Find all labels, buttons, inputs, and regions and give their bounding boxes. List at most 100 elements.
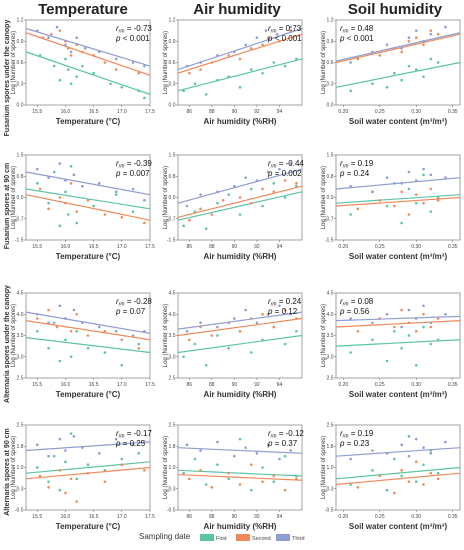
data-point bbox=[58, 224, 62, 228]
data-point bbox=[86, 463, 90, 466]
data-point bbox=[182, 89, 185, 93]
data-point bbox=[233, 317, 236, 320]
y-tick-label: 0.3 bbox=[327, 486, 334, 492]
data-point bbox=[75, 500, 79, 503]
series-second bbox=[335, 460, 461, 495]
stat-r: rrm = -0.73 bbox=[116, 24, 152, 35]
data-point bbox=[47, 321, 50, 325]
stat-p-value: 0.56 bbox=[354, 307, 370, 316]
y-tick-label: 0.0 bbox=[327, 103, 334, 109]
data-point bbox=[266, 443, 270, 447]
y-axis-label: Log (Number of spores) bbox=[321, 31, 327, 94]
data-point bbox=[407, 454, 411, 458]
data-point bbox=[244, 43, 247, 47]
data-point bbox=[407, 36, 411, 40]
data-point bbox=[378, 199, 382, 202]
data-point bbox=[55, 325, 59, 329]
series-first bbox=[335, 325, 461, 367]
data-point bbox=[137, 342, 141, 346]
data-point bbox=[261, 312, 264, 316]
data-point bbox=[261, 466, 264, 469]
stat-r: rrm = -0.12 bbox=[268, 429, 304, 440]
data-point bbox=[120, 85, 124, 89]
x-tick-label: 0.20 bbox=[338, 382, 348, 388]
data-point bbox=[436, 471, 440, 475]
data-point bbox=[385, 204, 389, 208]
x-tick-label: 16.5 bbox=[89, 514, 99, 520]
regression-line-third bbox=[335, 32, 461, 62]
stat-r: rrm = -0.39 bbox=[116, 159, 152, 170]
legend-label-second: Second bbox=[252, 536, 271, 542]
x-axis-label: Soil water content (m³/m³) bbox=[349, 252, 448, 261]
stat-r-value: -0.39 bbox=[134, 159, 153, 168]
stat-r: rrm = 0.73 bbox=[268, 24, 302, 35]
data-point bbox=[400, 308, 403, 312]
data-point bbox=[193, 457, 197, 461]
legend: Sampling date First Second Third bbox=[139, 532, 305, 542]
x-tick-label: 15.5 bbox=[32, 244, 42, 250]
y-tick-label: 4.0 bbox=[327, 312, 334, 318]
data-point bbox=[289, 25, 293, 29]
stat-p-value: 0.002 bbox=[282, 169, 303, 178]
stat-p-value: < 0.001 bbox=[123, 34, 150, 43]
data-point bbox=[429, 32, 433, 36]
x-tick-label: 0.35 bbox=[448, 514, 458, 520]
stat-r: rrm = 0.48 bbox=[340, 24, 374, 35]
data-point bbox=[407, 187, 411, 191]
data-point bbox=[249, 68, 253, 71]
data-point bbox=[356, 57, 360, 61]
stat-p: p = 0.07 bbox=[115, 307, 146, 316]
y-axis-label: Log (Number of spores) bbox=[11, 304, 17, 367]
data-point bbox=[233, 454, 236, 458]
data-point bbox=[422, 304, 425, 308]
data-point bbox=[58, 78, 62, 82]
series-first bbox=[335, 57, 461, 93]
data-point bbox=[400, 78, 403, 82]
data-point bbox=[414, 317, 418, 320]
panel-r3-c2: -0.5 0.3 1.0 1.8 2.5 0.20 0.25 0.30 0.35 Log (Num… bbox=[321, 423, 461, 531]
data-point bbox=[216, 78, 219, 82]
y-tick-label: 1.2 bbox=[327, 18, 334, 24]
regression-line-first bbox=[335, 466, 461, 480]
data-point bbox=[261, 187, 264, 191]
x-tick-label: 94 bbox=[277, 244, 283, 250]
data-point bbox=[103, 61, 107, 64]
data-point bbox=[278, 457, 281, 461]
x-tick-label: 16.0 bbox=[61, 109, 71, 115]
data-point bbox=[264, 29, 268, 32]
data-point bbox=[371, 50, 374, 54]
data-point bbox=[64, 179, 67, 182]
data-point bbox=[407, 213, 411, 216]
data-point bbox=[69, 165, 73, 168]
data-point bbox=[143, 64, 146, 68]
stat-p-value: < 0.001 bbox=[347, 34, 374, 43]
data-point bbox=[69, 355, 73, 359]
data-point bbox=[244, 446, 247, 449]
y-tick-label: -0.5 bbox=[15, 508, 24, 514]
data-point bbox=[81, 184, 84, 188]
data-point bbox=[400, 47, 403, 50]
y-tick-label: 1.2 bbox=[169, 18, 176, 24]
stat-r: rrm = -0.28 bbox=[116, 297, 152, 308]
data-point bbox=[371, 449, 374, 452]
y-axis-label: Log (Number of spores) bbox=[321, 166, 327, 229]
data-point bbox=[371, 321, 374, 325]
data-point bbox=[35, 29, 39, 32]
legend-swatch-first bbox=[200, 534, 214, 541]
panel-r2-c2: 2.5 3.0 3.5 4.0 4.5 0.20 0.25 0.30 0.35 Log (Numb… bbox=[321, 291, 461, 399]
series-first bbox=[177, 57, 303, 96]
row-labels: Fusarium spores under the canopy Fusariu… bbox=[4, 20, 11, 516]
data-point bbox=[69, 477, 73, 481]
regression-line-first bbox=[177, 58, 303, 92]
regression-line-third bbox=[177, 27, 303, 71]
x-tick-label: 0.25 bbox=[375, 382, 385, 388]
regression-line-second bbox=[25, 320, 151, 341]
y-tick-label: 0.3 bbox=[169, 81, 176, 87]
data-point bbox=[210, 213, 214, 216]
data-point bbox=[114, 329, 118, 333]
data-point bbox=[238, 213, 242, 216]
data-point bbox=[295, 57, 298, 61]
data-point bbox=[58, 196, 62, 199]
data-point bbox=[103, 329, 107, 333]
data-point bbox=[349, 184, 352, 188]
